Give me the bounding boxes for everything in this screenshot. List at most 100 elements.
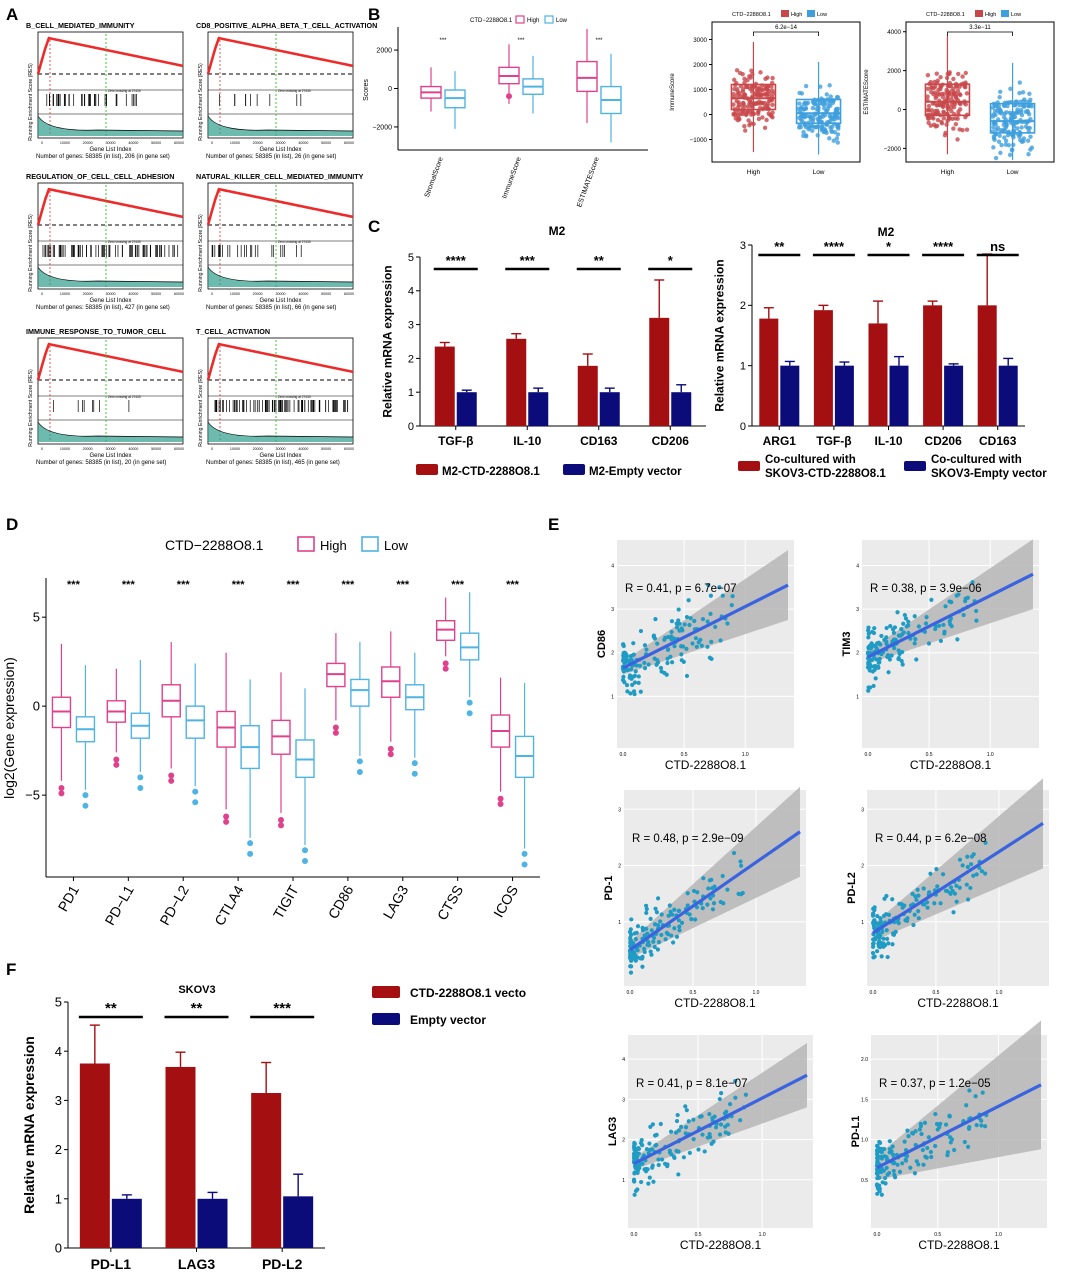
fit-line bbox=[876, 1083, 1042, 1170]
bar bbox=[528, 392, 549, 426]
data-point bbox=[881, 936, 886, 941]
jitter-point bbox=[1022, 97, 1027, 102]
x-label: Gene List Index bbox=[259, 298, 301, 304]
significance: *** bbox=[67, 579, 81, 591]
gene-count: Number of genes: 58385 (in list), 66 (in… bbox=[206, 305, 336, 311]
jitter-point bbox=[769, 84, 774, 89]
bar bbox=[649, 317, 670, 426]
jitter-point bbox=[835, 140, 840, 145]
data-point bbox=[652, 944, 657, 950]
x-tick-label: Low bbox=[813, 169, 825, 176]
bar bbox=[923, 305, 943, 426]
jitter-point bbox=[1020, 90, 1026, 95]
data-point bbox=[682, 622, 687, 627]
jitter-point bbox=[935, 78, 940, 83]
data-point bbox=[945, 1150, 951, 1155]
legend-label: High bbox=[320, 538, 347, 553]
gsea-frame bbox=[207, 337, 354, 445]
outlier bbox=[466, 699, 473, 706]
data-point bbox=[868, 685, 873, 690]
jitter-point bbox=[998, 150, 1003, 156]
data-point bbox=[876, 1145, 881, 1150]
jitter-point bbox=[804, 134, 809, 139]
data-point bbox=[658, 665, 664, 671]
data-point bbox=[912, 1171, 918, 1176]
data-point bbox=[979, 869, 985, 874]
bar bbox=[944, 365, 964, 426]
data-point bbox=[974, 872, 979, 877]
data-point bbox=[900, 662, 905, 667]
jitter-point bbox=[749, 68, 754, 73]
data-point bbox=[916, 908, 921, 914]
data-point bbox=[900, 1161, 905, 1166]
data-point bbox=[639, 1179, 644, 1185]
chart-B3: CTD−2288O8.1 High Low 4000 2000 0 −2000 ESTIMAT… bbox=[864, 10, 1055, 176]
data-point bbox=[979, 1123, 984, 1128]
x-label: CTD-2288O8.1 bbox=[680, 1238, 762, 1252]
y-tick-label: 0 bbox=[55, 1241, 62, 1256]
legend-label: Low bbox=[384, 538, 408, 553]
data-point bbox=[658, 1121, 663, 1127]
data-point bbox=[886, 941, 891, 946]
jitter-point bbox=[765, 75, 770, 80]
data-point bbox=[642, 949, 647, 955]
y-tick-label: 5 bbox=[55, 995, 62, 1010]
confidence-band bbox=[634, 1043, 807, 1170]
data-point bbox=[925, 900, 930, 905]
x-tick-label: StromalScore bbox=[424, 156, 445, 198]
panel-label-D: D bbox=[6, 515, 18, 534]
y-tick-label: 1 bbox=[856, 694, 859, 700]
data-point bbox=[674, 621, 679, 626]
data-point bbox=[957, 857, 963, 862]
data-point bbox=[884, 1165, 889, 1171]
data-point bbox=[628, 952, 633, 957]
box bbox=[216, 710, 236, 748]
data-point bbox=[938, 638, 944, 643]
jitter-point bbox=[1028, 97, 1033, 102]
significance: *** bbox=[287, 579, 301, 591]
correlation-stat: R = 0.44, p = 6.2e−08 bbox=[875, 833, 987, 845]
data-point bbox=[874, 657, 879, 662]
outlier bbox=[332, 729, 339, 736]
data-point bbox=[702, 1149, 707, 1154]
bar bbox=[165, 1066, 196, 1248]
data-point bbox=[688, 616, 693, 621]
data-point bbox=[632, 956, 638, 961]
jitter-point bbox=[748, 75, 753, 80]
data-point bbox=[882, 1175, 888, 1181]
jitter-point bbox=[953, 83, 959, 89]
bar bbox=[79, 1063, 110, 1248]
data-point bbox=[908, 1165, 913, 1170]
x-tick-label: 1.0 bbox=[995, 1232, 1002, 1238]
gsea-plot: T_CELL_ACTIVATION Zero crossing at 27435 0… bbox=[196, 327, 354, 466]
jitter-point bbox=[732, 86, 737, 92]
data-point bbox=[659, 669, 664, 674]
data-point bbox=[938, 1121, 943, 1126]
x-tick-label: PD-L1 bbox=[91, 1256, 132, 1272]
jitter-point bbox=[799, 119, 805, 124]
data-point bbox=[888, 624, 893, 629]
zero-cross-text: Zero crossing at 27435 bbox=[278, 240, 311, 244]
data-point bbox=[676, 1172, 681, 1177]
data-point bbox=[882, 896, 887, 901]
data-point bbox=[877, 939, 882, 944]
data-point bbox=[632, 1192, 637, 1197]
data-point bbox=[676, 908, 681, 913]
jitter-point bbox=[1019, 112, 1025, 118]
data-point bbox=[649, 952, 654, 957]
jitter-point bbox=[953, 116, 958, 121]
jitter-point bbox=[1017, 90, 1022, 96]
legend-key bbox=[563, 464, 585, 475]
data-point bbox=[983, 871, 988, 876]
x-tick: 40000 bbox=[298, 292, 308, 296]
jitter-point bbox=[926, 120, 931, 126]
y-tick-label: 0 bbox=[408, 421, 414, 433]
x-label: CTD-2288O8.1 bbox=[910, 758, 992, 772]
data-point bbox=[654, 1142, 659, 1148]
jitter-point bbox=[740, 103, 745, 108]
data-point bbox=[622, 668, 627, 673]
data-point bbox=[872, 626, 877, 631]
data-point bbox=[672, 926, 677, 931]
data-point bbox=[866, 628, 871, 633]
data-point bbox=[694, 905, 700, 910]
